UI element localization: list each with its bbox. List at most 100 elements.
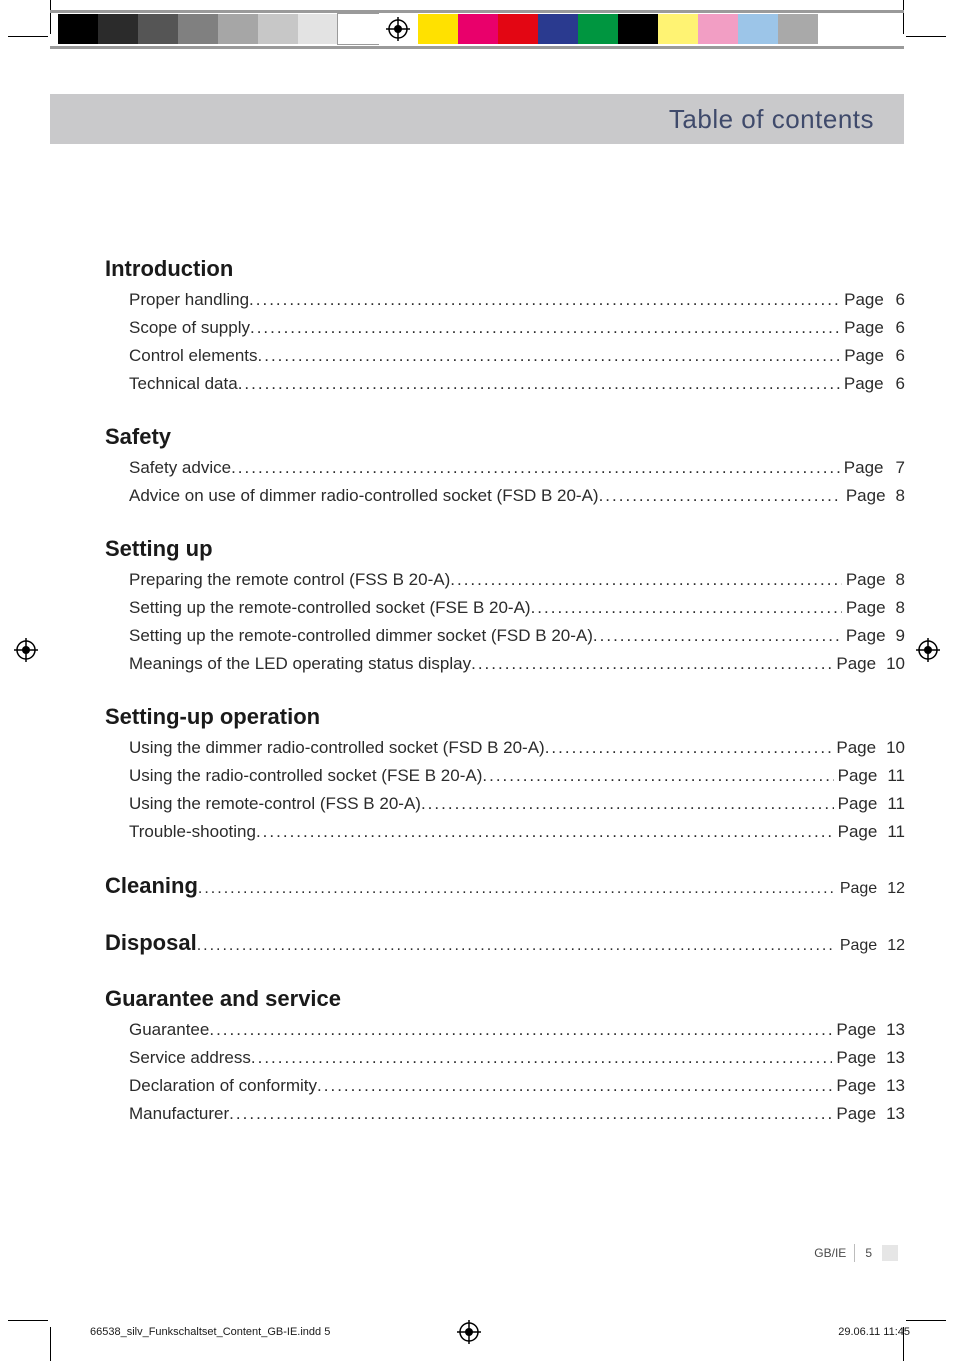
crop-mark xyxy=(50,1327,51,1361)
toc-page-word: Page xyxy=(842,622,896,650)
toc-page-word: Page xyxy=(834,762,888,790)
toc-row: Scope of supplyPage6 xyxy=(105,314,905,342)
color-swatch xyxy=(298,14,338,44)
registration-mark-icon xyxy=(916,638,940,667)
crop-mark xyxy=(8,1320,48,1321)
toc-item-label: Trouble-shooting xyxy=(129,818,256,846)
toc-row: GuaranteePage13 xyxy=(105,1016,905,1044)
toc-row: CleaningPage12 xyxy=(105,872,905,903)
frame-line xyxy=(50,10,904,13)
toc-row: Using the radio-controlled socket (FSE B… xyxy=(105,762,905,790)
toc-page-word: Page xyxy=(834,790,888,818)
color-swatch xyxy=(578,14,618,44)
toc-page-word: Page xyxy=(840,286,894,314)
crop-mark xyxy=(903,0,904,34)
toc-page-number: 9 xyxy=(896,622,905,650)
page-accent-box xyxy=(882,1245,898,1261)
color-swatch xyxy=(258,14,298,44)
toc-item-label: Setting up the remote-controlled socket … xyxy=(129,594,531,622)
footer-filename: 66538_silv_Funkschaltset_Content_GB-IE.i… xyxy=(90,1326,330,1338)
toc-page-number: 13 xyxy=(886,1044,905,1072)
toc-leader-dots xyxy=(545,734,833,762)
toc-section-title: Disposal xyxy=(105,929,197,957)
toc-page-number: 13 xyxy=(886,1072,905,1100)
toc-item-label: Meanings of the LED operating status dis… xyxy=(129,650,471,678)
toc-page-word: Page xyxy=(842,482,896,510)
color-swatch xyxy=(338,14,378,44)
color-swatch xyxy=(498,14,538,44)
toc-page-number: 8 xyxy=(896,594,905,622)
toc-page-word: Page xyxy=(832,1044,886,1072)
toc-page-word: Page xyxy=(832,734,886,762)
toc-leader-dots xyxy=(238,370,840,398)
locale-label: GB/IE xyxy=(814,1246,854,1260)
divider xyxy=(854,1244,855,1262)
toc-item-label: Preparing the remote control (FSS B 20-A… xyxy=(129,566,450,594)
toc-leader-dots xyxy=(256,818,834,846)
toc-page-word: Page xyxy=(836,932,887,960)
toc-page-number: 12 xyxy=(887,932,905,960)
toc-page-number: 11 xyxy=(887,818,905,846)
toc-row: ManufacturerPage13 xyxy=(105,1100,905,1128)
footer-timestamp: 29.06.11 11:45 xyxy=(838,1326,910,1338)
color-swatch xyxy=(658,14,698,44)
toc-item-label: Safety advice xyxy=(129,454,231,482)
toc-row: Trouble-shootingPage11 xyxy=(105,818,905,846)
footer-page-indicator: GB/IE 5 xyxy=(814,1244,898,1262)
toc-page-word: Page xyxy=(832,1100,886,1128)
toc-page-number: 7 xyxy=(893,454,905,482)
toc-leader-dots xyxy=(198,875,836,903)
toc-row: Using the remote-control (FSS B 20-A)Pag… xyxy=(105,790,905,818)
toc-leader-dots xyxy=(421,790,834,818)
toc-item-label: Using the radio-controlled socket (FSE B… xyxy=(129,762,482,790)
toc-leader-dots xyxy=(250,314,840,342)
footer-meta: 66538_silv_Funkschaltset_Content_GB-IE.i… xyxy=(90,1326,910,1338)
page-number: 5 xyxy=(865,1246,872,1260)
toc-page-number: 10 xyxy=(886,650,905,678)
color-swatch xyxy=(458,14,498,44)
toc-row: Preparing the remote control (FSS B 20-A… xyxy=(105,566,905,594)
toc-row: Declaration of conformity Page13 xyxy=(105,1072,905,1100)
toc-row: Meanings of the LED operating status dis… xyxy=(105,650,905,678)
color-swatch xyxy=(778,14,818,44)
toc-page-word: Page xyxy=(840,454,894,482)
crop-mark xyxy=(906,1320,946,1321)
toc-page-number: 8 xyxy=(896,566,905,594)
toc-leader-dots xyxy=(593,622,842,650)
toc-section-title: Safety xyxy=(105,424,905,450)
frame-line xyxy=(50,46,904,49)
color-swatch xyxy=(538,14,578,44)
toc-section-title: Guarantee and service xyxy=(105,986,905,1012)
color-swatch xyxy=(138,14,178,44)
registration-mark-icon xyxy=(378,14,418,44)
toc-page-number: 8 xyxy=(896,482,905,510)
toc-item-label: Using the dimmer radio-controlled socket… xyxy=(129,734,545,762)
header-band: Table of contents xyxy=(50,94,904,144)
toc-item-label: Declaration of conformity xyxy=(129,1072,317,1100)
toc-page-number: 10 xyxy=(886,734,905,762)
toc-leader-dots xyxy=(251,1044,832,1072)
toc-item-label: Advice on use of dimmer radio-controlled… xyxy=(129,482,599,510)
toc-leader-dots xyxy=(249,286,840,314)
toc-leader-dots xyxy=(317,1072,832,1100)
toc-page-number: 6 xyxy=(894,314,905,342)
toc-section-title: Introduction xyxy=(105,256,905,282)
color-swatch xyxy=(418,14,458,44)
toc-leader-dots xyxy=(531,594,842,622)
toc-page-number: 13 xyxy=(886,1016,905,1044)
toc-leader-dots xyxy=(599,482,842,510)
toc-page-word: Page xyxy=(832,1072,886,1100)
toc-page-number: 6 xyxy=(894,342,905,370)
toc-row: Proper handlingPage6 xyxy=(105,286,905,314)
toc-page-word: Page xyxy=(840,314,894,342)
toc-section-title: Setting-up operation xyxy=(105,704,905,730)
toc-page-word: Page xyxy=(842,566,896,594)
toc-leader-dots xyxy=(450,566,842,594)
toc-item-label: Proper handling xyxy=(129,286,249,314)
toc-item-label: Manufacturer xyxy=(129,1100,229,1128)
toc-leader-dots xyxy=(231,454,840,482)
color-swatch xyxy=(98,14,138,44)
toc-leader-dots xyxy=(197,932,836,960)
toc-row: Disposal Page12 xyxy=(105,929,905,960)
color-swatch xyxy=(738,14,778,44)
